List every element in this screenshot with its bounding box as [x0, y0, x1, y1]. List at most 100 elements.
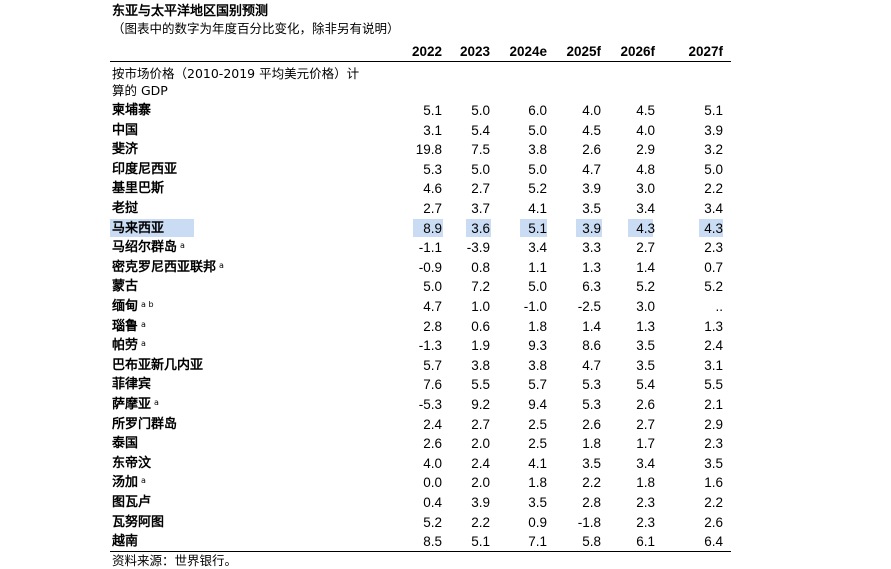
value-cell-2026f: 1.8	[636, 475, 655, 491]
value-cell-2027f: 3.1	[704, 357, 723, 373]
value-cell-2023: 1.9	[471, 338, 490, 354]
value-cell-2025f: 5.8	[582, 534, 601, 550]
value-cell-2022: 2.6	[423, 436, 442, 452]
value-cell-2022: -1.1	[418, 240, 442, 256]
footnote-marker: a	[154, 398, 159, 407]
value-cell-2022: -5.3	[418, 397, 442, 412]
footnote-marker: a	[141, 476, 146, 486]
value-cell-2023: 3.9	[471, 495, 490, 510]
country-name-text: 图瓦卢	[112, 495, 152, 510]
footnote-marker: a	[219, 260, 224, 270]
value-cell-2026f: 2.9	[636, 142, 655, 158]
value-cell-2025f: 1.3	[582, 259, 601, 275]
country-name: 密克罗尼西亚联邦 a	[112, 259, 224, 276]
value-cell-2026f: 4.5	[636, 103, 655, 118]
selection-highlight	[576, 218, 602, 237]
country-name: 帕劳 a	[112, 337, 146, 354]
value-cell-2026f: 3.5	[636, 357, 655, 373]
country-name: 萨摩亚 a	[112, 396, 159, 413]
section-label-line-1: 按市场价格（2010-2019 平均美元价格）计	[112, 66, 360, 81]
value-cell-2025f: 3.9	[582, 181, 601, 197]
country-name: 瓦努阿图	[112, 514, 164, 531]
value-cell-2024e: 1.8	[528, 475, 547, 491]
value-cell-2026f: 2.7	[636, 416, 655, 432]
country-name: 蒙古	[112, 278, 138, 295]
table-row: 越南 8.5 5.1 7.1 5.8 6.1 6.4	[110, 532, 731, 552]
country-name: 老挝	[112, 200, 138, 217]
value-cell-2024e: 7.1	[528, 534, 547, 550]
table-row: 密克罗尼西亚联邦 a -0.9 0.8 1.1 1.3 1.4 0.7	[110, 258, 731, 278]
value-cell-2024e: 5.0	[528, 161, 547, 177]
value-cell-2022: 7.6	[423, 377, 442, 393]
value-cell-2024e: 4.1	[528, 455, 547, 471]
value-cell-2027f: ..	[715, 299, 723, 314]
value-cell-2022: 2.7	[423, 201, 442, 216]
value-cell-2025f: 8.6	[582, 338, 601, 354]
value-cell-2022: 5.0	[423, 279, 442, 295]
table-row: 斐济 19.8 7.5 3.8 2.6 2.9 3.2	[110, 140, 731, 160]
value-cell-2025f: 4.5	[582, 122, 601, 138]
value-cell-2026f: 6.1	[636, 534, 655, 550]
value-cell-2022: 0.4	[423, 495, 442, 510]
source-note: 资料来源：世界银行。	[112, 553, 238, 568]
value-cell-2027f: 2.4	[704, 338, 723, 354]
country-name-text: 帕劳	[112, 338, 139, 354]
value-cell-2022: 5.2	[423, 514, 442, 530]
footnote-marker: a	[180, 241, 185, 251]
value-cell-2024e: 1.1	[528, 259, 547, 275]
country-name: 汤加 a	[112, 474, 146, 491]
country-name-text: 越南	[112, 534, 139, 550]
value-cell-2023: 3.6	[471, 220, 490, 236]
value-cell-2026f: 5.4	[636, 377, 655, 393]
selection-highlight	[413, 218, 443, 237]
table-row: 马来西亚 8.9 3.6 5.1 3.9 4.3 4.3	[110, 218, 731, 239]
value-cell-2027f: 2.3	[704, 436, 723, 452]
value-cell-2023: 3.8	[471, 357, 490, 373]
value-cell-2025f: 3.9	[582, 220, 601, 236]
value-cell-2026f: 4.8	[636, 161, 655, 177]
footnote-marker: a	[141, 319, 146, 329]
value-cell-2027f: 3.5	[704, 455, 723, 471]
table-row: 汤加 a 0.0 2.0 1.8 2.2 1.8 1.6	[110, 473, 731, 493]
value-cell-2027f: 1.6	[704, 475, 723, 491]
value-cell-2027f: 2.3	[704, 240, 723, 256]
value-cell-2022: 5.3	[423, 161, 442, 177]
value-cell-2024e: -1.0	[523, 299, 547, 314]
country-name: 东帝汶	[112, 455, 151, 472]
value-cell-2024e: 3.5	[528, 495, 547, 510]
country-name-text: 所罗门群岛	[112, 416, 178, 432]
value-cell-2024e: 5.7	[528, 377, 547, 393]
value-cell-2022: 3.1	[423, 122, 442, 138]
column-header-2025f: 2025f	[566, 44, 601, 59]
table-row: 马绍尔群岛 a -1.1 -3.9 3.4 3.3 2.7 2.3	[110, 238, 731, 258]
column-header-2027f: 2027f	[688, 44, 723, 59]
value-cell-2024e: 5.1	[528, 220, 547, 236]
value-cell-2026f: 2.6	[636, 397, 655, 412]
value-cell-2023: 0.8	[471, 259, 490, 275]
value-cell-2023: 5.4	[471, 122, 490, 138]
value-cell-2025f: 5.3	[582, 377, 601, 393]
country-name: 缅甸 a b	[112, 298, 154, 315]
table-row: 泰国 2.6 2.0 2.5 1.8 1.7 2.3	[110, 434, 731, 454]
value-cell-2023: 2.7	[471, 416, 490, 432]
value-cell-2027f: 4.3	[704, 220, 723, 236]
value-cell-2026f: 3.0	[636, 181, 655, 197]
table-row: 老挝 2.7 3.7 4.1 3.5 3.4 3.4	[110, 199, 731, 219]
value-cell-2027f: 5.2	[704, 279, 723, 295]
value-cell-2025f: 3.3	[582, 240, 601, 256]
value-cell-2026f: 1.4	[636, 259, 655, 275]
value-cell-2027f: 5.0	[704, 161, 723, 177]
table-row: 基里巴斯 4.6 2.7 5.2 3.9 3.0 2.2	[110, 179, 731, 199]
country-name-text: 老挝	[112, 201, 139, 216]
table-row: 柬埔寨 5.1 5.0 6.0 4.0 4.5 5.1	[110, 101, 731, 121]
value-cell-2024e: 5.0	[528, 279, 547, 295]
selection-highlight	[699, 218, 723, 237]
value-cell-2025f: 6.3	[582, 279, 601, 295]
column-header-2026f: 2026f	[620, 44, 655, 59]
value-cell-2027f: 0.7	[704, 259, 723, 275]
value-cell-2025f: 1.4	[582, 318, 601, 334]
value-cell-2023: 5.5	[471, 377, 490, 393]
table-row: 帕劳 a -1.3 1.9 9.3 8.6 3.5 2.4	[110, 336, 731, 356]
selection-highlight	[110, 218, 194, 237]
value-cell-2023: 2.0	[471, 475, 490, 491]
